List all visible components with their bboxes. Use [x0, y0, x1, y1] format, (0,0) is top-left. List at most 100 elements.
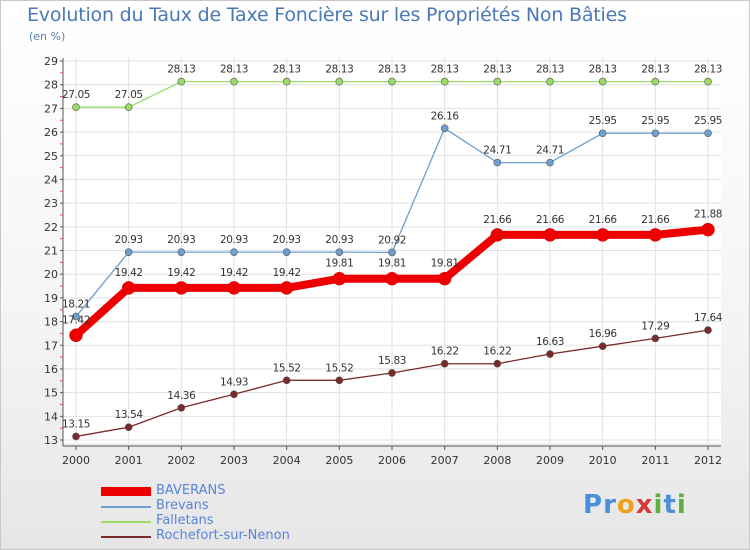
series-falletans: 27.05 27.05 28.13 28.13 28.13 28.13 28.13 28.13… — [62, 64, 722, 111]
legend-label: Brevans — [156, 498, 209, 513]
y-tick-label: 13 — [44, 434, 58, 447]
x-tick-label: 2001 — [115, 454, 143, 467]
legend-label: BAVERANS — [156, 483, 226, 498]
data-point — [385, 271, 399, 286]
chart-title: Evolution du Taux de Taxe Foncière sur l… — [27, 4, 627, 26]
data-label: 19.81 — [378, 258, 406, 270]
data-label: 28.13 — [273, 64, 301, 76]
data-point — [490, 228, 505, 242]
data-label: 17.29 — [641, 320, 669, 332]
y-tick-label: 17 — [44, 339, 58, 352]
y-tick-label: 14 — [44, 410, 58, 423]
data-point — [595, 228, 610, 242]
data-point — [227, 281, 241, 295]
data-point — [230, 77, 238, 86]
data-label: 28.13 — [694, 64, 722, 76]
data-label: 19.81 — [431, 258, 459, 270]
data-point — [704, 326, 712, 334]
data-point — [230, 390, 238, 399]
data-label: 21.66 — [589, 214, 618, 226]
data-label: 20.93 — [273, 234, 301, 246]
x-tick-label: 2005 — [325, 454, 353, 467]
data-label: 26.16 — [431, 110, 460, 122]
data-label: 19.42 — [115, 267, 143, 279]
data-point — [598, 342, 607, 350]
y-tick-label: 27 — [44, 102, 58, 115]
data-label: 19.42 — [273, 267, 301, 279]
data-point — [282, 77, 291, 86]
data-point — [546, 77, 554, 86]
data-label: 20.92 — [378, 234, 406, 246]
data-point — [701, 222, 715, 237]
data-label: 16.22 — [483, 346, 511, 358]
data-label: 20.93 — [167, 234, 195, 246]
data-point — [651, 334, 660, 343]
series-baverans: 17.42 19.42 19.42 19.42 19.42 19.81 19.81 19.81… — [62, 209, 722, 343]
data-label: 13.15 — [62, 418, 90, 430]
proxiti-logo: Proxiti — [583, 490, 687, 520]
data-point — [543, 228, 557, 242]
data-label: 24.71 — [536, 145, 564, 157]
data-point — [598, 129, 607, 138]
data-point — [493, 77, 502, 86]
data-label: 20.93 — [220, 234, 248, 246]
legend-swatch — [101, 506, 151, 508]
data-label: 16.63 — [536, 336, 564, 348]
data-point — [72, 103, 80, 111]
data-point — [282, 376, 291, 385]
y-tick-label: 15 — [44, 387, 58, 400]
data-point — [493, 158, 502, 167]
data-label: 28.13 — [536, 64, 564, 76]
y-tick-label: 19 — [44, 292, 58, 305]
data-point — [177, 77, 186, 86]
x-tick-label: 2011 — [641, 454, 669, 467]
y-tick-label: 26 — [44, 126, 58, 139]
data-point — [704, 129, 712, 138]
data-point — [279, 281, 294, 295]
data-point — [388, 77, 396, 86]
data-point — [440, 77, 449, 86]
data-point — [72, 312, 80, 321]
y-tick-label: 21 — [44, 245, 58, 258]
series-rochefort-sur-nenon: 13.15 13.54 14.36 14.93 15.52 15.52 15.83 16.22… — [62, 312, 723, 441]
data-point — [493, 359, 502, 368]
x-tick-label: 2009 — [536, 454, 564, 467]
data-point — [230, 248, 238, 256]
x-tick-label: 2012 — [694, 454, 722, 467]
data-label: 19.81 — [325, 258, 353, 270]
data-point — [124, 423, 133, 432]
data-point — [546, 158, 554, 167]
data-label: 19.42 — [220, 267, 248, 279]
data-point — [174, 281, 189, 295]
data-label: 28.13 — [589, 64, 617, 76]
data-label: 27.05 — [115, 89, 143, 101]
data-label: 17.64 — [694, 312, 723, 324]
data-label: 19.42 — [167, 267, 195, 279]
legend-swatch — [101, 521, 151, 523]
x-tick-label: 2002 — [167, 454, 195, 467]
legend-swatch — [101, 536, 151, 538]
data-label: 28.13 — [220, 64, 248, 76]
data-label: 15.52 — [325, 362, 353, 374]
legend-label: Falletans — [156, 513, 214, 528]
data-point — [704, 77, 712, 86]
data-point — [121, 281, 136, 295]
data-label: 28.13 — [167, 64, 195, 76]
data-label: 15.52 — [273, 362, 301, 374]
data-label: 21.66 — [641, 214, 670, 226]
legend-swatch — [101, 487, 151, 496]
data-point — [335, 248, 344, 256]
logo-letter: x — [635, 490, 654, 520]
data-label: 21.88 — [694, 209, 722, 221]
x-tick-label: 2008 — [483, 454, 511, 467]
logo-letter: r — [603, 490, 617, 520]
y-tick-label: 24 — [44, 173, 58, 186]
series-brevans: 18.21 20.93 20.93 20.93 20.93 20.93 20.92 26.16… — [62, 110, 722, 321]
data-point — [69, 328, 83, 343]
x-tick-label: 2003 — [220, 454, 248, 467]
data-label: 25.95 — [694, 115, 722, 127]
legend-label: Rochefort-sur-Nenon — [156, 528, 290, 543]
data-label: 21.66 — [483, 214, 512, 226]
data-label: 14.93 — [220, 376, 248, 388]
